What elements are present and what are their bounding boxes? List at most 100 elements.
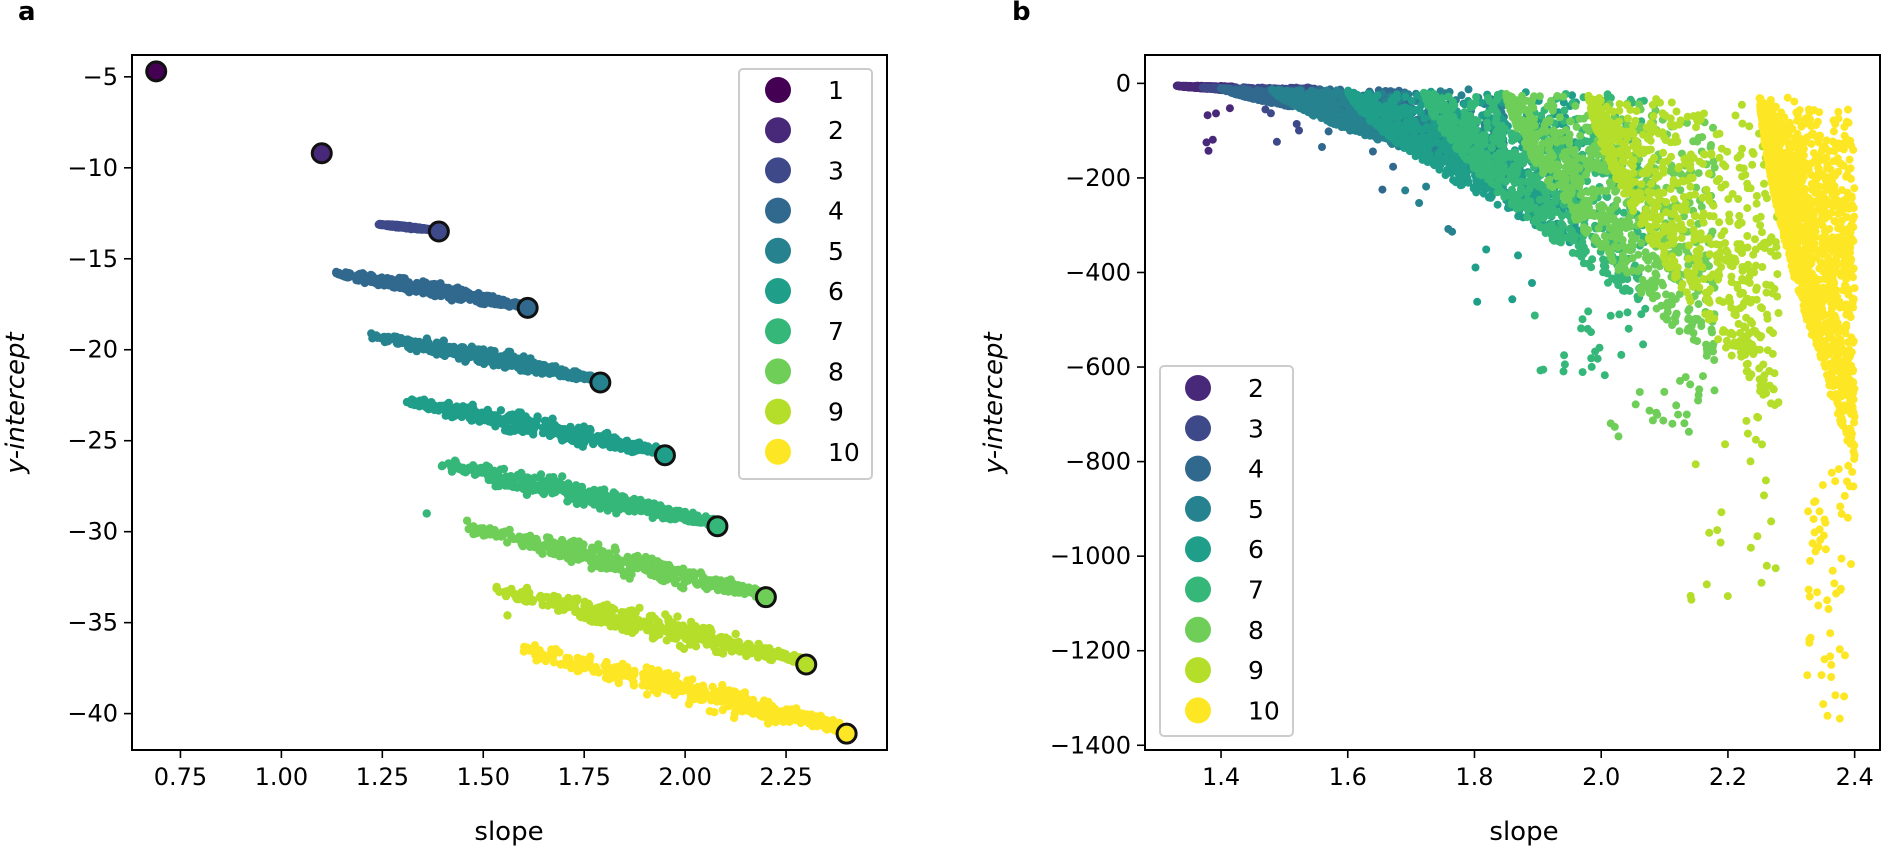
panel-a-point bbox=[377, 220, 387, 229]
panel-a-legend-label-9: 9 bbox=[828, 398, 844, 427]
panel-a-point bbox=[497, 475, 506, 485]
panel-a-y-tick-label: −40 bbox=[67, 700, 118, 728]
panel-a-y-tick-label: −30 bbox=[67, 518, 118, 546]
panel-a-y-ticks: −5−10−15−20−25−30−35−40 bbox=[67, 63, 132, 728]
panel-a-point bbox=[674, 622, 683, 631]
panel-a-x-tick-label: 2.00 bbox=[658, 763, 711, 791]
panel-a-point bbox=[718, 705, 727, 715]
panel-a-label: a bbox=[18, 0, 36, 27]
panel-a-point bbox=[675, 641, 685, 651]
panel-b: b 1.4 1.6 1.8 2.0 2.2 2.4 0−200−400−600−800−1… bbox=[979, 0, 1881, 847]
panel-a-x-tick-label: 1.25 bbox=[356, 763, 409, 791]
panel-a-legend-marker-2 bbox=[765, 117, 791, 144]
panel-a-y-tick-label: −25 bbox=[67, 427, 118, 455]
panel-a-point bbox=[798, 709, 807, 718]
panel-a-point bbox=[548, 652, 558, 662]
panel-a-point bbox=[501, 356, 510, 365]
panel-a-point bbox=[579, 492, 589, 501]
panel-a-point bbox=[609, 563, 618, 572]
panel-a-cloud-series-7 bbox=[437, 457, 718, 530]
panel-a-point bbox=[731, 629, 740, 639]
panel-a-point bbox=[359, 270, 369, 279]
panel-a-point bbox=[600, 661, 609, 670]
panel-a-point bbox=[522, 490, 532, 499]
panel-a-point bbox=[508, 416, 518, 425]
panel-a-point bbox=[532, 415, 542, 425]
panel-a-legend-label-2: 2 bbox=[828, 116, 844, 145]
panel-a-legend-label-3: 3 bbox=[828, 156, 844, 185]
panel-a-point bbox=[599, 562, 608, 572]
panel-a-point bbox=[733, 587, 743, 596]
panel-a-point bbox=[463, 349, 472, 358]
panel-a-point bbox=[393, 336, 402, 345]
panel-a-point bbox=[639, 674, 648, 683]
panel-a-point bbox=[585, 424, 595, 434]
panel-a-point bbox=[467, 402, 476, 411]
panel-a-highlight-point-5 bbox=[589, 371, 612, 394]
panel-a-point bbox=[496, 465, 505, 474]
panel-a-point bbox=[679, 564, 688, 573]
panel-a-cloud-series-5 bbox=[367, 329, 601, 385]
panel-a-point bbox=[596, 546, 605, 555]
panel-a-point bbox=[615, 437, 624, 446]
panel-a-y-tick-label: −15 bbox=[67, 245, 118, 273]
panel-a-point bbox=[657, 679, 666, 688]
panel-a-point bbox=[493, 358, 502, 367]
panel-a-point bbox=[536, 473, 545, 483]
panel-a-point bbox=[621, 500, 630, 510]
panel-a-point bbox=[723, 699, 733, 708]
panel-a-point bbox=[779, 717, 788, 726]
panel-a-y-tick-label: −20 bbox=[67, 336, 118, 364]
panel-b-tail-point bbox=[1208, 135, 1217, 144]
panel-a-point bbox=[689, 689, 698, 698]
panel-b-tail-point bbox=[1203, 111, 1212, 120]
panel-a-point bbox=[724, 688, 733, 698]
panel-a-cloud-series-3 bbox=[374, 219, 435, 234]
panel-a-legend-label-5: 5 bbox=[828, 237, 844, 266]
panel-a-point bbox=[446, 285, 456, 294]
panel-a-point bbox=[642, 557, 651, 567]
panel-a-point bbox=[555, 368, 564, 377]
panel-a-point bbox=[438, 401, 447, 410]
panel-a-legend-box bbox=[738, 68, 873, 480]
panel-a-point bbox=[555, 427, 565, 436]
panel-a-point bbox=[607, 436, 616, 445]
panel-a-legend-marker-10 bbox=[765, 438, 791, 465]
panel-a-point bbox=[663, 513, 672, 523]
panel-a-cloud-series-4 bbox=[332, 267, 527, 312]
panel-a-point bbox=[566, 550, 575, 560]
panel-a-point bbox=[553, 593, 562, 602]
panel-a-point bbox=[619, 624, 629, 633]
panel-a-y-axis-label: y-intercept bbox=[1, 331, 31, 474]
panel-a-point bbox=[479, 530, 489, 539]
panel-b-tail-point bbox=[1212, 109, 1220, 118]
panel-a-point bbox=[424, 340, 434, 349]
panel-a-point bbox=[504, 481, 513, 490]
panel-a-point bbox=[488, 474, 497, 483]
panel-a-point bbox=[530, 362, 539, 372]
panel-a-point bbox=[650, 632, 660, 642]
panel-a-point bbox=[497, 298, 506, 307]
panel-a-point bbox=[710, 708, 719, 717]
panel-a-point bbox=[368, 274, 377, 283]
panel-a-point bbox=[395, 273, 404, 283]
panel-a-point bbox=[666, 567, 675, 577]
panel-b-point bbox=[1178, 82, 1187, 91]
panel-a-point bbox=[692, 578, 701, 587]
panel-a-point bbox=[564, 539, 573, 549]
panel-a-point bbox=[507, 473, 516, 482]
panel-a-point bbox=[745, 700, 754, 710]
panel-a-x-tick-label: 1.00 bbox=[255, 763, 308, 791]
panel-a-legend-label-7: 7 bbox=[828, 317, 844, 346]
panel-a-point bbox=[561, 600, 570, 610]
panel-a-point bbox=[471, 468, 480, 478]
panel-b-tail-point bbox=[1295, 126, 1303, 135]
panel-a-point bbox=[592, 490, 602, 499]
panel-a: a 0.75 1.00 1.25 1.50 1.75 2.00 2.25 −5−10−15−… bbox=[1, 0, 888, 847]
panel-a-point bbox=[700, 686, 709, 695]
panel-a-point bbox=[556, 659, 566, 669]
panel-a-x-tick-label: 1.75 bbox=[557, 763, 610, 791]
panel-a-point bbox=[630, 494, 639, 504]
panel-a-cloud-series-6 bbox=[402, 395, 664, 459]
